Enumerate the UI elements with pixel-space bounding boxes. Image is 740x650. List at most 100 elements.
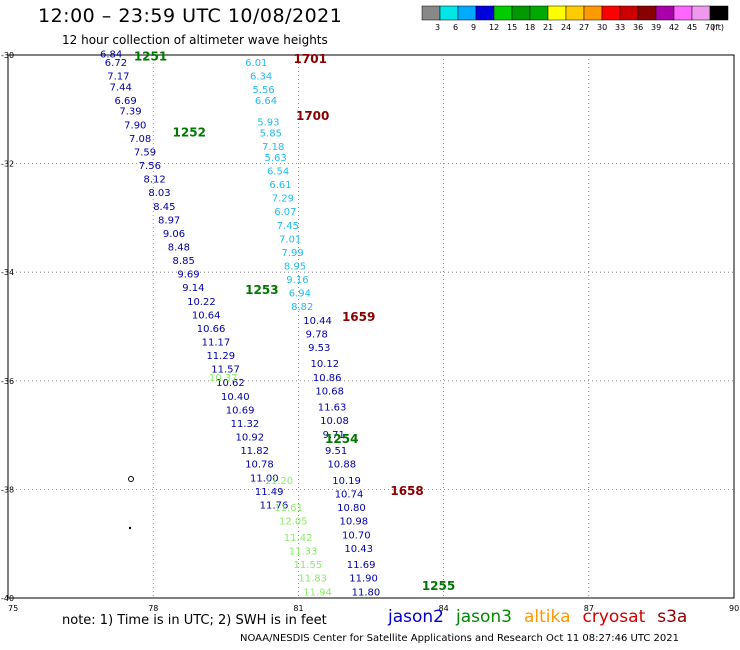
- swh-value-label: 10.98: [340, 517, 369, 528]
- pass-time-label: 1254: [325, 432, 358, 446]
- colorbar-swatch: [439, 5, 459, 21]
- colorbar-swatch: [583, 5, 603, 21]
- colorbar-level-label: 45: [687, 23, 697, 32]
- swh-value-label: 5.93: [257, 118, 279, 129]
- satellite-legend: jason2 jason3 altika cryosat s3a: [388, 607, 699, 627]
- satellite-legend-item: altika: [524, 607, 571, 627]
- swh-value-label: 11.57: [211, 365, 240, 376]
- colorbar-swatch: [601, 5, 621, 21]
- swh-value-label: 10.62: [216, 378, 245, 389]
- x-tick-label: 75: [8, 604, 18, 613]
- swh-value-label: 10.74: [335, 490, 364, 501]
- swh-value-label: 7.39: [119, 107, 141, 118]
- swh-value-label: 5.63: [265, 153, 287, 164]
- chart-title: 12:00 – 23:59 UTC 10/08/2021: [38, 5, 343, 27]
- swh-value-label: 6.64: [255, 96, 277, 107]
- pass-time-label: 1253: [245, 283, 278, 297]
- pass-time-label: 1700: [296, 109, 329, 123]
- pass-time-label: 1251: [134, 49, 167, 63]
- pass-time-label: 1255: [422, 579, 455, 593]
- swh-value-label: 11.42: [284, 533, 313, 544]
- x-tick-label: 84: [439, 604, 449, 613]
- colorbar-level-label: 6: [453, 23, 458, 32]
- swh-value-label: 10.64: [192, 310, 221, 321]
- swh-value-label: 10.08: [320, 416, 349, 427]
- swh-value-label: 8.45: [153, 202, 175, 213]
- swh-value-label: 12.05: [279, 517, 308, 528]
- swh-value-label: 9.71: [323, 430, 345, 441]
- swh-value-label: 7.90: [124, 120, 146, 131]
- colorbar-swatch: [691, 5, 711, 21]
- swh-value-label: 10.78: [245, 460, 274, 471]
- colorbar-level-label: 18: [525, 23, 535, 32]
- swh-value-label: 10.19: [332, 476, 361, 487]
- swh-value-label: 6.01: [245, 58, 267, 69]
- y-tick-label: -36: [1, 377, 14, 386]
- swh-value-label: 9.14: [182, 283, 204, 294]
- swh-value-label: 10.43: [344, 544, 373, 555]
- colorbar-level-label: 3: [435, 23, 440, 32]
- swh-value-label: 11.82: [240, 446, 269, 457]
- swh-value-label: 6.54: [267, 166, 289, 177]
- colorbar-swatch: [457, 5, 477, 21]
- swh-value-label: 7.44: [110, 82, 132, 93]
- x-tick-label: 81: [293, 604, 303, 613]
- swh-value-label: 10.22: [187, 297, 216, 308]
- swh-value-label: 10.69: [226, 405, 255, 416]
- swh-value-label: 11.49: [255, 487, 284, 498]
- y-tick-label: -38: [1, 485, 14, 494]
- pass-time-label: 1701: [294, 52, 327, 66]
- swh-value-label: 6.61: [269, 180, 291, 191]
- swh-value-label: 11.29: [206, 351, 235, 362]
- colorbar-level-label: 33: [615, 23, 625, 32]
- pass-time-label: 1658: [390, 484, 423, 498]
- swh-value-label: 5.85: [260, 128, 282, 139]
- swh-value-label: 10.68: [315, 386, 344, 397]
- swh-value-label: 10.44: [303, 316, 332, 327]
- swh-value-label: 10.92: [235, 433, 264, 444]
- colorbar-swatch: [673, 5, 693, 21]
- plot-frame: [7, 54, 735, 599]
- x-tick-label: 90: [729, 604, 739, 613]
- colorbar-swatch: [511, 5, 531, 21]
- swh-value-label: 7.45: [277, 221, 299, 232]
- colorbar-swatch: [655, 5, 675, 21]
- colorbar-level-label: 70: [705, 23, 715, 32]
- swh-value-label: 6.07: [274, 207, 296, 218]
- swh-value-label: 6.34: [250, 71, 272, 82]
- swh-value-label: 8.48: [168, 242, 190, 253]
- satellite-legend-item: jason3: [456, 607, 512, 627]
- swh-value-label: 7.29: [272, 194, 294, 205]
- swh-value-label: 6.84: [100, 50, 122, 61]
- colorbar-swatch: [475, 5, 495, 21]
- footer-note: note: 1) Time is in UTC; 2) SWH is in fe…: [62, 613, 327, 628]
- swh-value-label: 11.20: [265, 476, 294, 487]
- land-dot: [128, 476, 134, 482]
- colorbar-level-label: 42: [669, 23, 679, 32]
- swh-value-label: 9.78: [306, 329, 328, 340]
- swh-value-label: 6.69: [114, 96, 136, 107]
- swh-value-label: 10.37: [209, 373, 238, 384]
- swh-value-label: 11.61: [274, 503, 303, 514]
- swh-value-label: 8.03: [148, 188, 170, 199]
- satellite-legend-item: cryosat: [582, 607, 646, 627]
- swh-value-label: 11.17: [202, 338, 231, 349]
- swh-value-label: 11.55: [294, 560, 323, 571]
- swh-value-label: 10.40: [221, 392, 250, 403]
- swh-value-label: 10.80: [337, 503, 366, 514]
- colorbar-level-label: 9: [471, 23, 476, 32]
- swh-value-label: 9.51: [325, 446, 347, 457]
- swh-value-label: 9.16: [286, 275, 308, 286]
- swh-value-label: 11.32: [231, 419, 260, 430]
- swh-value-label: 9.53: [308, 343, 330, 354]
- swh-value-label: 11.80: [352, 587, 381, 598]
- swh-value-label: 11.94: [303, 587, 332, 598]
- pass-labels: 1701 1700 1659 1658 1251 1252 1253 1254 1255: [134, 49, 455, 592]
- colorbar-swatch: [637, 5, 657, 21]
- swh-value-label: 8.12: [144, 175, 166, 186]
- swh-value-label: 11.69: [347, 560, 376, 571]
- colorbar-swatch: [493, 5, 513, 21]
- swh-value-label: 7.18: [262, 142, 284, 153]
- swh-value-label: 7.99: [281, 248, 303, 259]
